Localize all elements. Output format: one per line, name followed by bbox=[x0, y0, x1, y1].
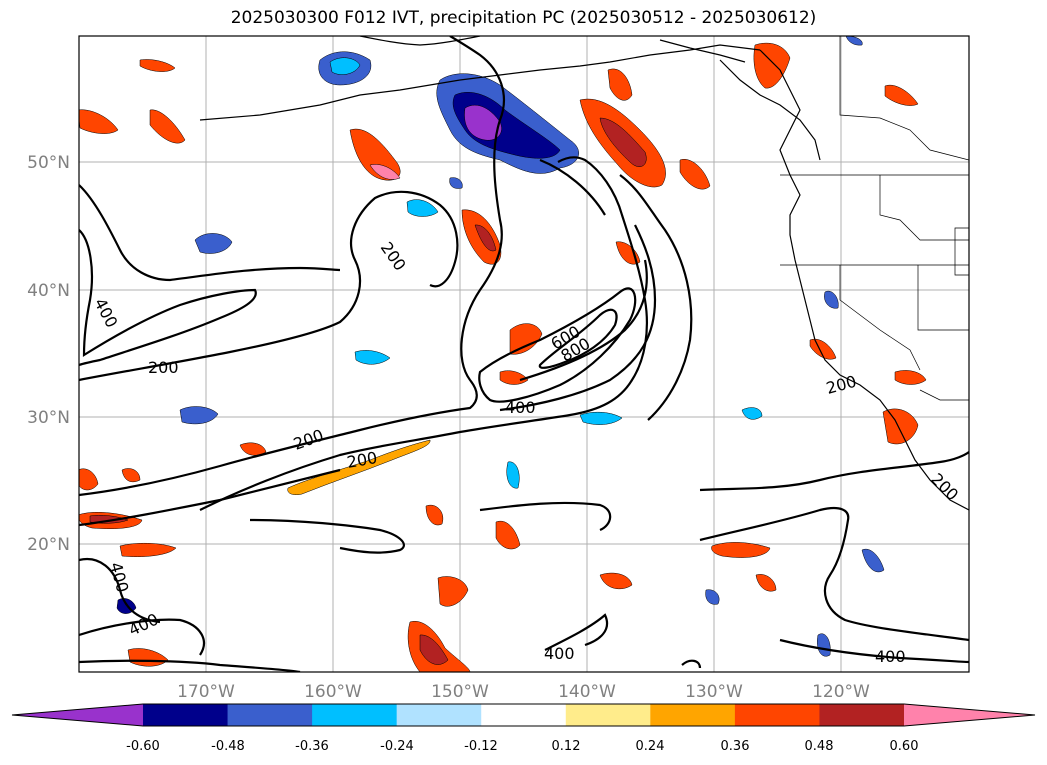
lon-tick-label: 170°W bbox=[177, 682, 235, 702]
colorbar-tick-label: 0.12 bbox=[552, 739, 581, 754]
colorbar-tick-label: 0.24 bbox=[636, 739, 665, 754]
colorbar-tick-label: 0.60 bbox=[890, 739, 919, 754]
lon-tick-label: 150°W bbox=[431, 682, 489, 702]
colorbar-extend-high bbox=[904, 704, 1035, 726]
map-title: 2025030300 F012 IVT, precipitation PC (2… bbox=[230, 8, 817, 28]
colorbar-segment bbox=[312, 704, 398, 726]
colorbar-segment bbox=[481, 704, 567, 726]
contour-label: 200 bbox=[148, 358, 179, 377]
colorbar-segment bbox=[227, 704, 313, 726]
colorbar-tick-label: -0.36 bbox=[295, 739, 329, 754]
lat-tick-label: 20°N bbox=[27, 535, 70, 555]
ivt-contours bbox=[79, 36, 969, 672]
lon-tick-label: 160°W bbox=[304, 682, 362, 702]
colorbar-tick-label: -0.24 bbox=[380, 739, 414, 754]
contour-label: 400 bbox=[875, 647, 906, 666]
contour-label: 400 bbox=[544, 644, 575, 663]
coastlines bbox=[199, 36, 969, 511]
colorbar-tick-label: 0.36 bbox=[721, 739, 750, 754]
colorbar-segment bbox=[819, 704, 905, 726]
colorbar-outline bbox=[11, 703, 1036, 727]
latitude-labels: 50°N 40°N 30°N 20°N bbox=[27, 153, 70, 555]
lat-tick-label: 40°N bbox=[27, 281, 70, 301]
colorbar-segment bbox=[143, 704, 229, 726]
colorbar-segment bbox=[396, 704, 482, 726]
colorbar-segment bbox=[565, 704, 651, 726]
contour-label: 400 bbox=[505, 398, 536, 417]
lat-tick-label: 50°N bbox=[27, 153, 70, 173]
colorbar-tick-label: -0.60 bbox=[126, 739, 160, 754]
colorbar bbox=[11, 703, 1036, 727]
colorbar-tick-label: -0.48 bbox=[211, 739, 245, 754]
lon-tick-label: 120°W bbox=[812, 682, 870, 702]
longitude-labels: 170°W 160°W 150°W 140°W 130°W 120°W bbox=[177, 682, 870, 702]
borders bbox=[780, 36, 969, 401]
colorbar-tick-label: 0.48 bbox=[805, 739, 834, 754]
lon-tick-label: 140°W bbox=[558, 682, 616, 702]
colorbar-segment bbox=[650, 704, 736, 726]
plot-frame bbox=[78, 35, 970, 673]
positive-anomaly-fields bbox=[79, 42, 927, 672]
colorbar-segment bbox=[734, 704, 820, 726]
colorbar-tick-label: -0.12 bbox=[464, 739, 498, 754]
lon-tick-label: 130°W bbox=[685, 682, 743, 702]
lat-tick-label: 30°N bbox=[27, 408, 70, 428]
colorbar-extend-low bbox=[12, 704, 143, 726]
colorbar-labels: -0.60 -0.48 -0.36 -0.24 -0.12 0.12 0.24 … bbox=[126, 739, 918, 754]
